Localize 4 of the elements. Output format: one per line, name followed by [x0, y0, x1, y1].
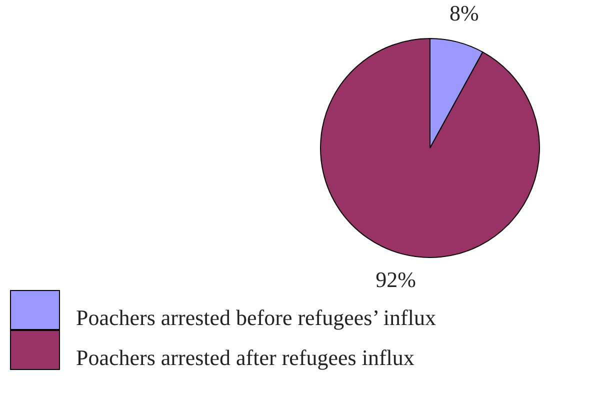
data-label: 8% — [450, 0, 479, 26]
legend-label: Poachers arrested before refugees’ influx — [76, 305, 436, 330]
legend-label: Poachers arrested after refugees influx — [76, 345, 414, 370]
data-label: 92% — [376, 266, 416, 292]
